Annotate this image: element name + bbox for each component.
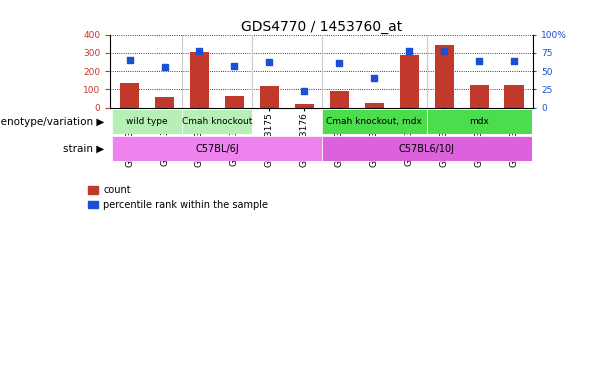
Bar (330, 91, 349, 108)
Point (509, 58, 519, 64)
Text: Cmah knockout, mdx: Cmah knockout, mdx (326, 118, 422, 126)
Point (440, 48, 449, 54)
Point (474, 58, 484, 64)
Text: C57BL/6J: C57BL/6J (195, 144, 239, 154)
Point (229, 63, 239, 69)
Point (405, 48, 414, 55)
Point (159, 64, 169, 70)
Bar (400, 55, 419, 108)
Bar (225, 96, 244, 108)
Bar (260, 86, 279, 108)
Text: genotype/variation ▶: genotype/variation ▶ (0, 117, 104, 127)
Point (194, 48, 204, 55)
Bar (470, 85, 489, 108)
Title: GDS4770 / 1453760_at: GDS4770 / 1453760_at (241, 20, 403, 33)
Point (370, 75, 379, 81)
Bar (120, 83, 139, 108)
Text: wild type: wild type (126, 118, 168, 126)
Legend: count, percentile rank within the sample: count, percentile rank within the sample (85, 181, 272, 214)
Text: Cmah knockout: Cmah knockout (182, 118, 252, 126)
Bar (435, 45, 454, 108)
Text: strain ▶: strain ▶ (63, 144, 104, 154)
Bar (504, 85, 524, 108)
Point (264, 58, 274, 65)
Point (335, 60, 345, 66)
Bar (155, 96, 174, 108)
Bar (190, 52, 209, 108)
Text: C57BL6/10J: C57BL6/10J (398, 144, 455, 154)
Bar (295, 104, 314, 108)
Point (299, 88, 309, 94)
Text: mdx: mdx (469, 118, 489, 126)
Point (124, 57, 134, 63)
Bar (365, 103, 384, 108)
